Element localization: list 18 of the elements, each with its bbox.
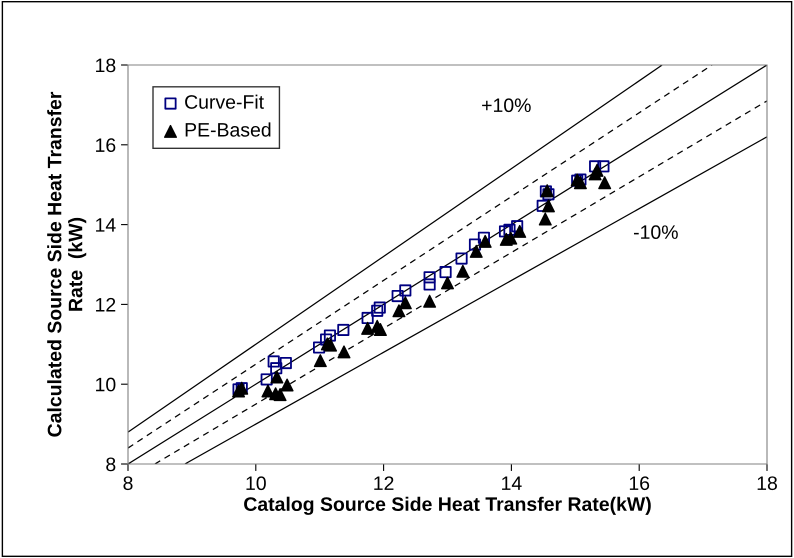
x-tick-label: 8 <box>123 476 133 490</box>
x-tick-label: 14 <box>502 476 522 490</box>
y-tick-label: 16 <box>96 138 116 152</box>
y-tick-label: 14 <box>96 218 116 232</box>
annotation: +10% <box>482 98 531 112</box>
x-tick-label: 10 <box>246 476 266 490</box>
legend-label: PE-Based <box>186 122 270 137</box>
annotation: -10% <box>634 225 678 239</box>
y-tick-label: 12 <box>96 298 116 312</box>
y-axis-title: Calculated Source Side Heat Transfer Rate (kW) <box>47 92 86 437</box>
y-tick-label: 10 <box>96 378 116 392</box>
x-axis-title: Catalog Source Side Heat Transfer Rate(kW) <box>244 496 651 515</box>
x-tick-label: 18 <box>758 476 777 490</box>
y-tick-label: 8 <box>106 457 116 472</box>
legend-label: Curve-Fit <box>185 94 264 109</box>
x-tick-label: 16 <box>630 476 650 490</box>
x-tick-label: 12 <box>374 476 394 490</box>
y-tick-label: 18 <box>96 58 116 72</box>
